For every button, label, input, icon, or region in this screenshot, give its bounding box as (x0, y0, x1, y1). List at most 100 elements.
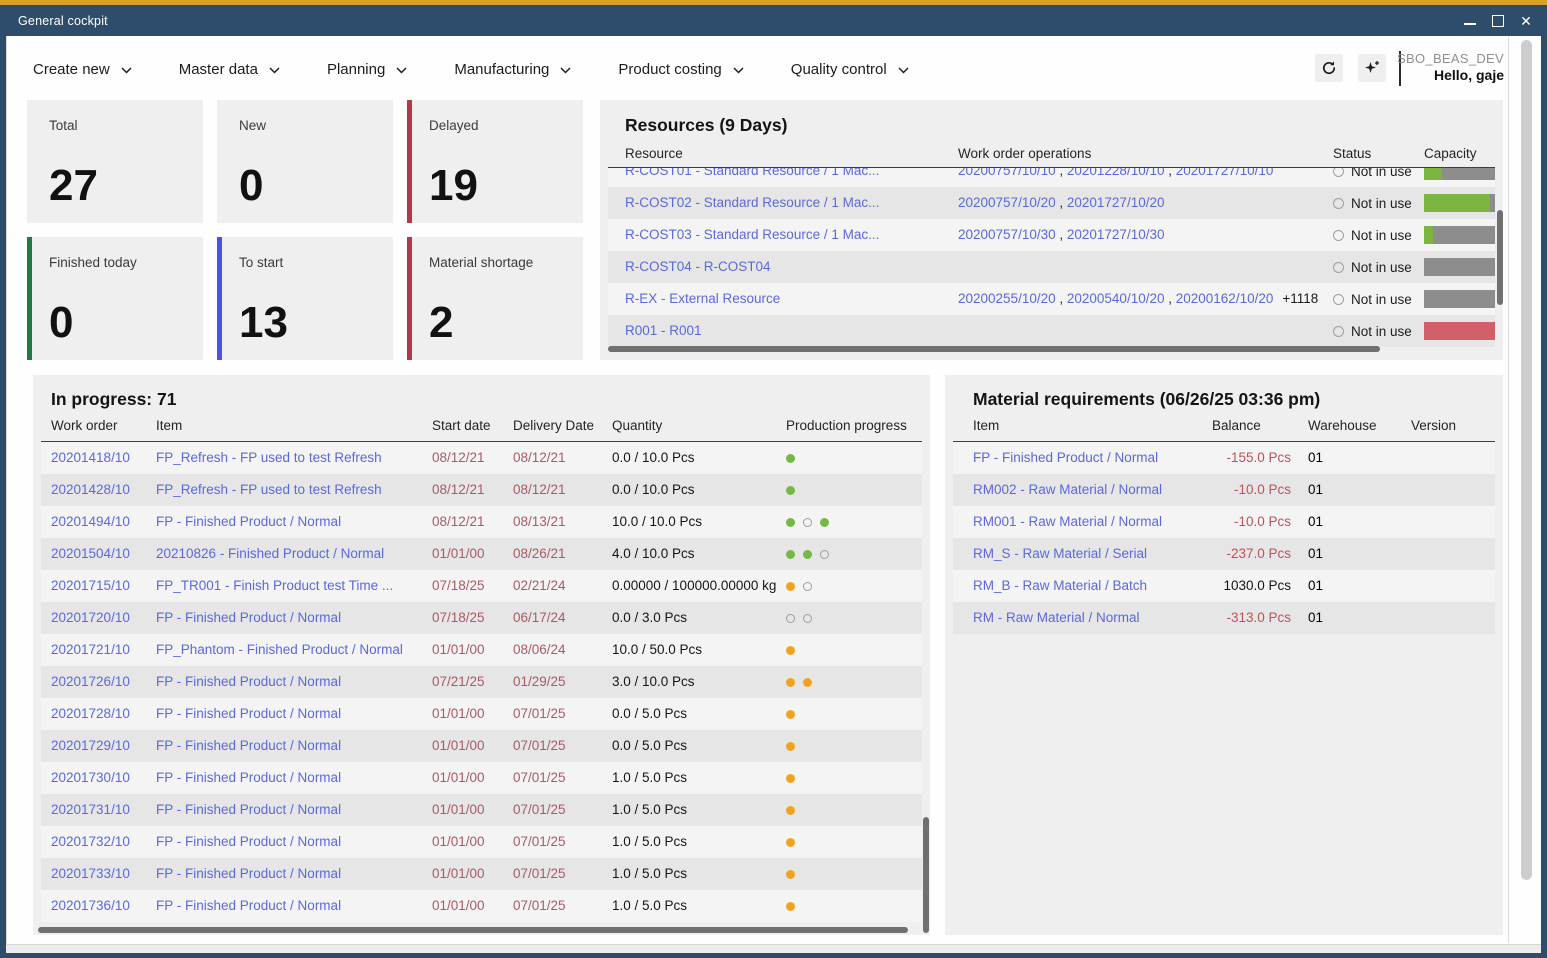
work-order-link[interactable]: 20201715/10 (51, 570, 130, 602)
work-order-row[interactable]: 20201731/10 FP - Finished Product / Norm… (41, 794, 922, 826)
kpi-card-new[interactable]: New 0 (217, 100, 393, 223)
resources-horizontal-scrollbar[interactable] (608, 346, 1380, 352)
maximize-button[interactable] (1487, 9, 1509, 33)
work-order-row[interactable]: 20201494/10 FP - Finished Product / Norm… (41, 506, 922, 538)
work-order-operation-link[interactable]: 20201228/10/10 (1067, 167, 1165, 178)
resource-row[interactable]: R-COST02 - Standard Resource / 1 Mac... … (608, 187, 1495, 219)
resources-vertical-scrollbar[interactable] (1497, 210, 1503, 305)
work-order-link[interactable]: 20201494/10 (51, 506, 130, 538)
menu-create-new[interactable]: Create new (33, 61, 132, 78)
resource-link[interactable]: R-COST01 - Standard Resource / 1 Mac... (625, 167, 879, 187)
material-row[interactable]: RM_S - Raw Material / Serial -237.0 Pcs … (953, 538, 1495, 570)
work-order-link[interactable]: 20201720/10 (51, 602, 130, 634)
work-order-operation-link[interactable]: 20201727/10/10 (1176, 167, 1274, 178)
refresh-button[interactable] (1315, 54, 1343, 82)
work-order-row[interactable]: 20201418/10 FP_Refresh - FP used to test… (41, 442, 922, 474)
close-button[interactable]: ✕ (1515, 9, 1537, 33)
resource-link[interactable]: R-COST03 - Standard Resource / 1 Mac... (625, 219, 879, 251)
item-link[interactable]: FP_Refresh - FP used to test Refresh (156, 442, 382, 474)
kpi-card-material-shortage[interactable]: Material shortage 2 (407, 237, 583, 360)
work-order-row[interactable]: 20201729/10 FP - Finished Product / Norm… (41, 730, 922, 762)
work-order-link[interactable]: 20201730/10 (51, 762, 130, 794)
work-order-link[interactable]: 20201732/10 (51, 826, 130, 858)
resource-row[interactable]: R001 - R001 Not in use (608, 315, 1495, 347)
resource-row[interactable]: R-COST03 - Standard Resource / 1 Mac... … (608, 219, 1495, 251)
work-order-link[interactable]: 20201733/10 (51, 858, 130, 890)
menu-product-costing[interactable]: Product costing (618, 61, 743, 78)
menu-master-data[interactable]: Master data (179, 61, 280, 78)
work-order-operation-link[interactable]: 20200162/10/20 (1176, 291, 1274, 306)
work-order-link[interactable]: 20201428/10 (51, 474, 130, 506)
sparkle-button[interactable] (1358, 54, 1386, 82)
work-order-operation-link[interactable]: 20200255/10/20 (958, 291, 1056, 306)
work-order-row[interactable]: 20201720/10 FP - Finished Product / Norm… (41, 602, 922, 634)
work-order-row[interactable]: 20201730/10 FP - Finished Product / Norm… (41, 762, 922, 794)
resource-row[interactable]: R-EX - External Resource 20200255/10/20 … (608, 283, 1495, 315)
minimize-button[interactable] (1459, 9, 1481, 33)
item-link[interactable]: FP - Finished Product / Normal (156, 890, 341, 922)
work-order-operation-link[interactable]: 20201727/10/30 (1067, 227, 1165, 242)
in-progress-vertical-scrollbar[interactable] (923, 817, 929, 933)
kpi-card-to-start[interactable]: To start 13 (217, 237, 393, 360)
work-order-row[interactable]: 20201721/10 FP_Phantom - Finished Produc… (41, 634, 922, 666)
material-row[interactable]: RM001 - Raw Material / Normal -10.0 Pcs … (953, 506, 1495, 538)
page-vertical-scrollbar[interactable] (1521, 40, 1532, 880)
material-row[interactable]: FP - Finished Product / Normal -155.0 Pc… (953, 442, 1495, 474)
work-order-link[interactable]: 20201736/10 (51, 890, 130, 922)
work-order-link[interactable]: 20201721/10 (51, 634, 130, 666)
item-link[interactable]: FP - Finished Product / Normal (156, 602, 341, 634)
work-order-operation-link[interactable]: 20200757/10/30 (958, 227, 1056, 242)
in-progress-horizontal-scrollbar[interactable] (38, 927, 908, 933)
item-link[interactable]: FP - Finished Product / Normal (156, 698, 341, 730)
work-order-link[interactable]: 20201418/10 (51, 442, 130, 474)
item-link[interactable]: 20210826 - Finished Product / Normal (156, 538, 384, 570)
work-order-row[interactable]: 20201728/10 FP - Finished Product / Norm… (41, 698, 922, 730)
work-order-link[interactable]: 20201731/10 (51, 794, 130, 826)
work-order-operation-link[interactable]: 20201727/10/20 (1067, 195, 1165, 210)
work-order-operation-link[interactable]: 20200540/10/20 (1067, 291, 1165, 306)
kpi-card-finished-today[interactable]: Finished today 0 (27, 237, 203, 360)
work-order-row[interactable]: 20201726/10 FP - Finished Product / Norm… (41, 666, 922, 698)
item-link[interactable]: FP - Finished Product / Normal (156, 730, 341, 762)
item-link[interactable]: FP - Finished Product / Normal (156, 826, 341, 858)
material-item-link[interactable]: FP - Finished Product / Normal (973, 442, 1158, 474)
menu-manufacturing[interactable]: Manufacturing (454, 61, 571, 78)
item-link[interactable]: FP_TR001 - Finish Product test Time ... (156, 570, 393, 602)
work-order-operation-link[interactable]: 20200757/10/10 (958, 167, 1056, 178)
work-order-link[interactable]: 20201504/10 (51, 538, 130, 570)
resource-link[interactable]: R-EX - External Resource (625, 283, 780, 315)
work-order-link[interactable]: 20201728/10 (51, 698, 130, 730)
material-row[interactable]: RM002 - Raw Material / Normal -10.0 Pcs … (953, 474, 1495, 506)
work-order-row[interactable]: 20201732/10 FP - Finished Product / Norm… (41, 826, 922, 858)
resource-row[interactable]: R-COST01 - Standard Resource / 1 Mac... … (608, 167, 1495, 187)
work-order-operation-link[interactable]: 20200757/10/20 (958, 195, 1056, 210)
menu-planning[interactable]: Planning (327, 61, 407, 78)
menu-quality-control[interactable]: Quality control (791, 61, 909, 78)
quantity: 1.0 / 5.0 Pcs (612, 794, 687, 826)
work-order-link[interactable]: 20201729/10 (51, 730, 130, 762)
item-link[interactable]: FP - Finished Product / Normal (156, 506, 341, 538)
resource-row[interactable]: R-COST04 - R-COST04 Not in use (608, 251, 1495, 283)
kpi-card-delayed[interactable]: Delayed 19 (407, 100, 583, 223)
item-link[interactable]: FP - Finished Product / Normal (156, 794, 341, 826)
resource-link[interactable]: R-COST02 - Standard Resource / 1 Mac... (625, 187, 879, 219)
resource-link[interactable]: R-COST04 - R-COST04 (625, 251, 771, 283)
resource-link[interactable]: R001 - R001 (625, 315, 702, 347)
work-order-link[interactable]: 20201726/10 (51, 666, 130, 698)
work-order-row[interactable]: 20201736/10 FP - Finished Product / Norm… (41, 890, 922, 922)
material-item-link[interactable]: RM - Raw Material / Normal (973, 602, 1140, 634)
work-order-row[interactable]: 20201504/10 20210826 - Finished Product … (41, 538, 922, 570)
material-item-link[interactable]: RM_S - Raw Material / Serial (973, 538, 1147, 570)
item-link[interactable]: FP_Refresh - FP used to test Refresh (156, 474, 382, 506)
item-link[interactable]: FP - Finished Product / Normal (156, 666, 341, 698)
material-row[interactable]: RM_B - Raw Material / Batch 1030.0 Pcs 0… (953, 570, 1495, 602)
item-link[interactable]: FP - Finished Product / Normal (156, 762, 341, 794)
work-order-row[interactable]: 20201715/10 FP_TR001 - Finish Product te… (41, 570, 922, 602)
kpi-card-total[interactable]: Total 27 (27, 100, 203, 223)
item-link[interactable]: FP - Finished Product / Normal (156, 858, 341, 890)
work-order-row[interactable]: 20201733/10 FP - Finished Product / Norm… (41, 858, 922, 890)
material-row[interactable]: RM - Raw Material / Normal -313.0 Pcs 01 (953, 602, 1495, 634)
item-link[interactable]: FP_Phantom - Finished Product / Normal (156, 634, 403, 666)
material-item-link[interactable]: RM_B - Raw Material / Batch (973, 570, 1147, 602)
work-order-row[interactable]: 20201428/10 FP_Refresh - FP used to test… (41, 474, 922, 506)
